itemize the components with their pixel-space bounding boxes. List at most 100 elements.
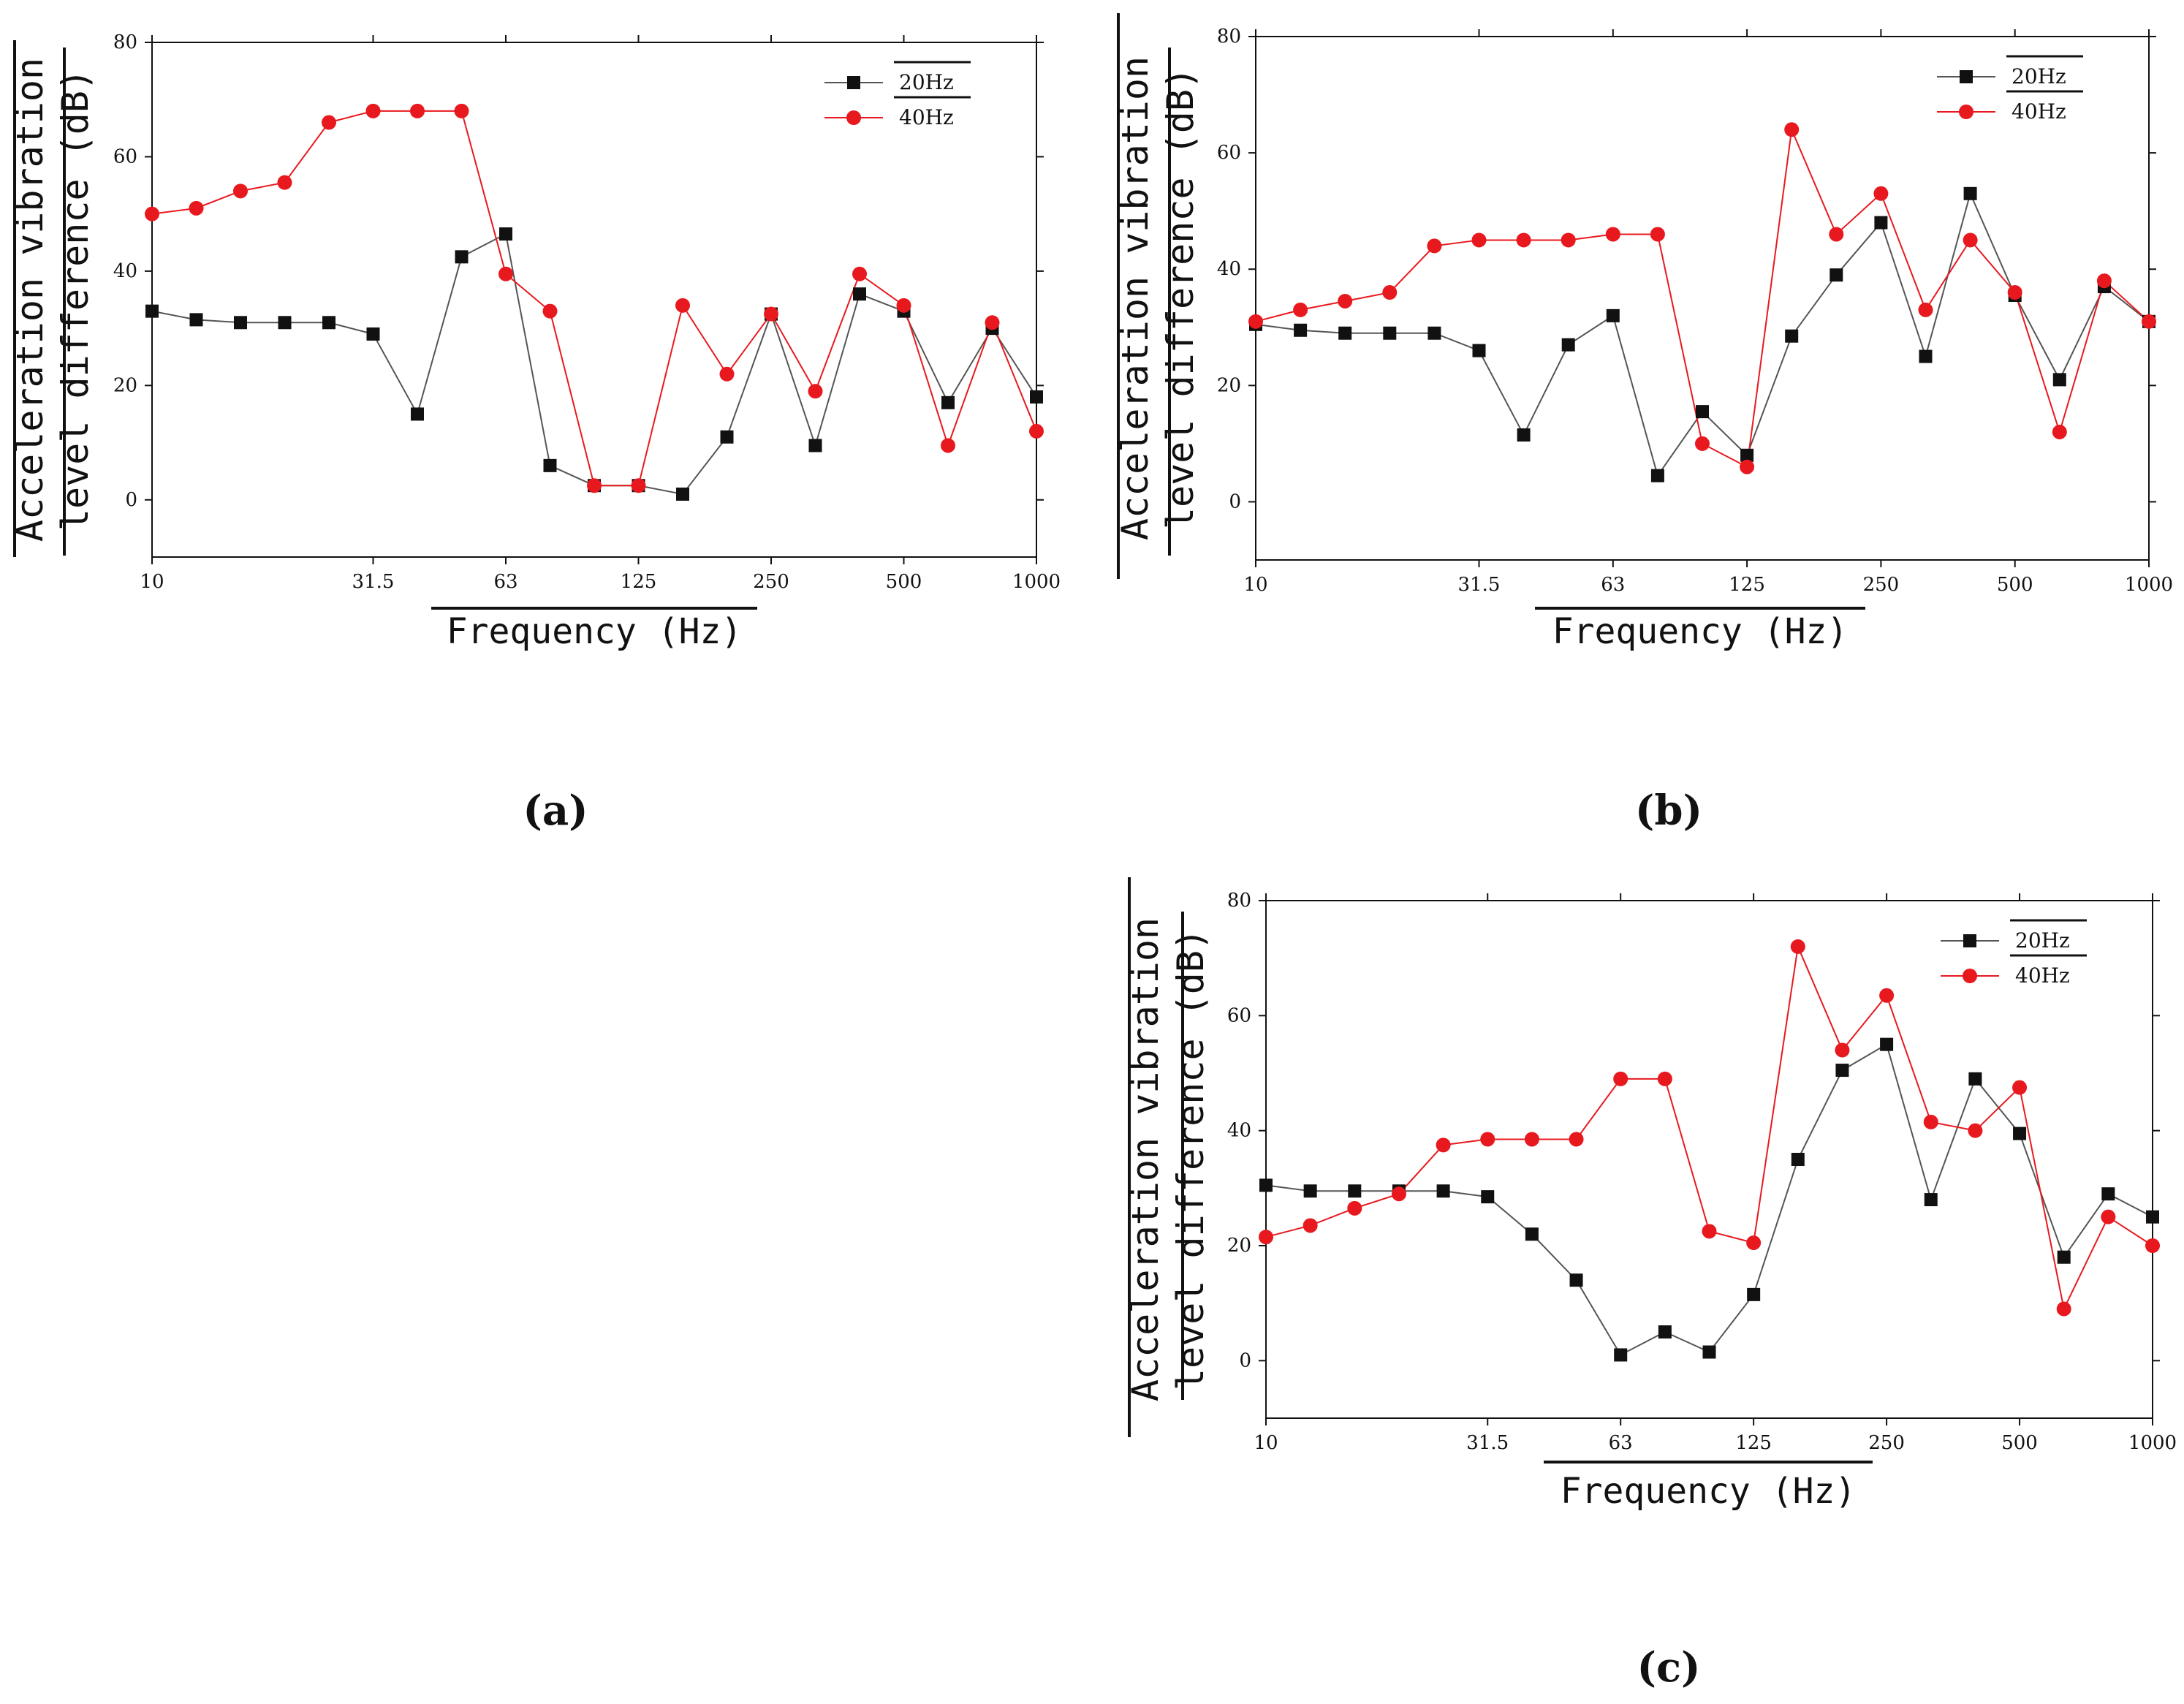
data-point-40Hz	[189, 200, 204, 216]
data-point-20Hz	[1606, 308, 1620, 322]
x-tick-label: 500	[1997, 574, 2033, 596]
data-point-20Hz	[189, 313, 203, 327]
x-tick-label: 1000	[2125, 574, 2173, 596]
data-point-40Hz	[1561, 232, 1576, 248]
plot-frame	[1255, 36, 2150, 561]
y-axis-title-line2: level difference (dB)	[1159, 67, 1202, 529]
data-point-40Hz	[896, 298, 911, 313]
data-point-40Hz	[1338, 293, 1353, 308]
data-point-20Hz	[1348, 1184, 1362, 1198]
data-point-20Hz	[1427, 326, 1441, 340]
legend-marker-40Hz	[1963, 969, 1977, 983]
x-axis-title: Frequency (Hz)	[447, 611, 743, 652]
data-point-40Hz	[1471, 232, 1487, 248]
y-axis-title-line2: level difference (dB)	[54, 69, 96, 531]
data-point-20Hz	[1696, 405, 1709, 419]
data-point-40Hz	[1480, 1132, 1495, 1147]
data-point-40Hz	[675, 298, 690, 313]
data-point-20Hz	[1650, 469, 1664, 482]
y-tick-label: 60	[113, 145, 137, 167]
data-point-40Hz	[233, 183, 248, 199]
data-point-20Hz	[145, 304, 159, 318]
x-tick-label: 31.5	[1466, 1432, 1509, 1454]
x-tick-label: 250	[1863, 574, 1900, 596]
data-point-40Hz	[808, 384, 823, 399]
y-tick-label: 0	[125, 489, 137, 511]
data-point-20Hz	[278, 316, 292, 330]
data-point-40Hz	[2101, 1209, 2116, 1224]
data-point-20Hz	[1561, 338, 1575, 352]
data-point-40Hz	[1963, 232, 1978, 248]
data-point-40Hz	[277, 175, 292, 190]
data-point-40Hz	[1702, 1224, 1717, 1239]
data-point-40Hz	[764, 306, 778, 322]
data-point-40Hz	[2012, 1080, 2028, 1095]
legend-label-40Hz: 40Hz	[899, 105, 954, 129]
data-point-40Hz	[145, 206, 159, 221]
panel-caption: (b)	[1635, 787, 1702, 835]
y-tick-label: 80	[113, 31, 137, 53]
data-point-20Hz	[1658, 1325, 1672, 1338]
panel-caption: (a)	[523, 787, 588, 835]
data-point-20Hz	[2057, 1250, 2071, 1264]
data-point-40Hz	[1293, 302, 1308, 317]
series-line-20Hz	[151, 232, 1037, 496]
data-point-40Hz	[365, 103, 381, 118]
legend-label-40Hz: 40Hz	[2012, 99, 2066, 124]
y-axis-title-line1: Acceleration vibration	[9, 58, 51, 542]
data-point-20Hz	[1030, 390, 1043, 404]
x-tick-label: 1000	[2128, 1432, 2177, 1454]
x-tick-label: 63	[1609, 1432, 1633, 1454]
x-tick-label: 63	[493, 571, 517, 593]
data-point-20Hz	[543, 458, 557, 472]
data-point-40Hz	[1613, 1071, 1628, 1086]
y-tick-label: 0	[1239, 1349, 1251, 1371]
data-point-20Hz	[1924, 1193, 1938, 1207]
data-point-20Hz	[1968, 1072, 1982, 1086]
data-point-20Hz	[322, 316, 335, 330]
data-point-20Hz	[941, 395, 955, 409]
x-axis-title: Frequency (Hz)	[1552, 611, 1849, 652]
x-tick-label: 10	[140, 571, 164, 593]
data-point-40Hz	[587, 478, 602, 493]
x-tick-label: 500	[886, 571, 922, 593]
data-point-40Hz	[1746, 1235, 1762, 1251]
data-point-20Hz	[1919, 349, 1933, 363]
data-point-20Hz	[1436, 1184, 1450, 1198]
data-point-40Hz	[1923, 1114, 1938, 1129]
data-point-20Hz	[1383, 326, 1397, 340]
y-tick-label: 80	[1217, 26, 1241, 48]
data-point-40Hz	[631, 478, 646, 493]
data-point-20Hz	[853, 287, 866, 301]
data-point-20Hz	[411, 407, 424, 421]
data-point-40Hz	[2145, 1238, 2160, 1253]
x-tick-label: 31.5	[1458, 574, 1501, 596]
data-point-40Hz	[1835, 1042, 1850, 1058]
data-point-40Hz	[542, 303, 558, 319]
data-point-20Hz	[2013, 1126, 2027, 1140]
data-point-20Hz	[1338, 326, 1352, 340]
data-point-40Hz	[1569, 1132, 1584, 1147]
y-tick-label: 20	[1227, 1235, 1251, 1257]
data-point-40Hz	[1248, 314, 1263, 329]
x-tick-label: 500	[2001, 1432, 2038, 1454]
legend-marker-40Hz	[1959, 105, 1973, 119]
data-point-20Hz	[676, 487, 689, 501]
data-point-40Hz	[1436, 1137, 1451, 1153]
data-point-20Hz	[1791, 1153, 1805, 1166]
data-point-40Hz	[1740, 459, 1755, 474]
data-point-40Hz	[498, 266, 513, 281]
data-point-20Hz	[455, 250, 469, 264]
data-point-40Hz	[941, 438, 955, 453]
data-point-40Hz	[1029, 423, 1044, 439]
y-tick-label: 80	[1227, 890, 1251, 912]
chart-panel-b: 0 20 40 60 80 10 31.5 63 125 250 500 1000 20Hz 40Hz Fr…	[1114, 13, 2173, 835]
y-axis-title-line1: Acceleration vibration	[1124, 917, 1167, 1401]
data-point-20Hz	[1481, 1190, 1495, 1204]
data-point-20Hz	[366, 327, 380, 341]
x-tick-label: 250	[1868, 1432, 1905, 1454]
data-point-20Hz	[1569, 1273, 1583, 1287]
data-point-20Hz	[1525, 1227, 1539, 1241]
data-point-40Hz	[985, 315, 1000, 330]
